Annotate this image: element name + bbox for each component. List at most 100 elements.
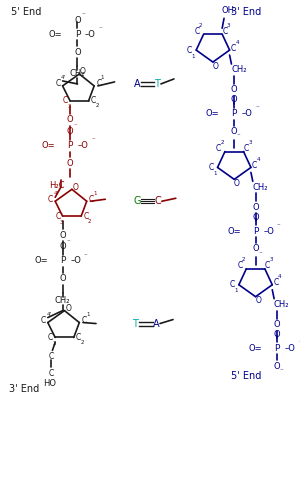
Text: C: C [187,46,192,55]
Text: O: O [67,159,73,168]
Text: OH: OH [221,6,234,15]
Text: ⁻: ⁻ [256,106,259,112]
Text: C: C [244,144,249,153]
Text: 1: 1 [86,312,89,317]
Text: C: C [273,278,279,287]
Text: P: P [60,256,65,265]
Text: 2: 2 [95,103,99,108]
Text: 1: 1 [234,288,238,293]
Text: CH₂: CH₂ [231,65,247,75]
Text: 2: 2 [220,140,224,145]
Text: O=: O= [206,109,219,118]
Text: ⁻: ⁻ [258,251,262,257]
Text: ⁻: ⁻ [277,223,281,229]
Text: O: O [231,85,238,94]
Text: O: O [274,362,280,371]
Text: 4': 4' [61,75,66,80]
Text: C: C [81,316,87,325]
Text: C: C [48,333,53,342]
Text: C: C [222,27,228,36]
Text: C: C [56,79,61,89]
Text: 4: 4 [235,39,239,45]
Text: ⁻: ⁻ [92,138,95,144]
Text: T: T [132,318,138,329]
Text: O: O [255,296,261,305]
Text: ⁻: ⁻ [298,340,300,346]
Text: 4': 4' [46,312,51,317]
Text: O: O [67,115,73,124]
Text: O=: O= [227,226,241,236]
Text: 3: 3 [52,341,56,346]
Text: O=: O= [49,30,63,38]
Text: 3' End: 3' End [9,384,39,394]
Text: CH₂: CH₂ [253,183,268,192]
Text: 2: 2 [242,258,245,262]
Text: 4: 4 [256,157,260,162]
Text: 2: 2 [88,219,91,224]
Text: C: C [237,262,242,270]
Text: H₂C: H₂C [49,181,64,190]
Text: O=: O= [248,344,262,353]
Text: P: P [253,226,258,236]
Text: O: O [234,179,240,188]
Text: C: C [155,196,161,206]
Text: CH₂: CH₂ [55,296,70,305]
Text: C: C [49,352,54,361]
Text: 4: 4 [278,274,281,280]
Text: C: C [231,44,236,53]
Text: 2: 2 [199,23,203,28]
Text: C: C [194,27,200,36]
Text: CH₂: CH₂ [70,70,85,78]
Text: –O: –O [263,226,274,236]
Text: C: C [56,212,61,221]
Text: A: A [153,318,160,329]
Text: P: P [75,30,80,38]
Text: O: O [67,127,73,136]
Text: –O: –O [242,109,253,118]
Text: C: C [91,96,96,105]
Text: O: O [59,230,66,240]
Text: O: O [252,213,259,222]
Text: –O: –O [85,30,96,38]
Text: 1: 1 [93,191,97,196]
Text: G: G [133,196,141,206]
Text: C: C [265,262,270,270]
Text: A: A [134,79,140,89]
Text: O: O [73,183,79,192]
Text: –O: –O [284,344,295,353]
Text: P: P [274,344,280,353]
Text: 2: 2 [80,340,84,345]
Text: P: P [67,141,73,150]
Text: O: O [252,244,259,253]
Text: 1: 1 [213,171,217,176]
Text: C: C [40,316,46,325]
Text: O: O [65,304,71,313]
Text: 3' End: 3' End [231,7,262,18]
Text: C: C [208,163,214,172]
Text: O: O [252,203,259,212]
Text: C: C [230,280,235,289]
Text: 3: 3 [60,220,63,225]
Text: O: O [274,330,280,339]
Text: 5' End: 5' End [231,371,262,381]
Text: O: O [213,61,219,71]
Text: 1: 1 [101,75,104,80]
Text: CH₂: CH₂ [274,300,289,309]
Text: ⁻: ⁻ [74,124,77,130]
Text: C: C [89,195,94,204]
Text: ⁻: ⁻ [66,239,70,245]
Text: O=: O= [34,256,48,265]
Text: ⁻: ⁻ [84,253,88,259]
Text: O: O [231,127,238,136]
Text: HO: HO [43,379,56,388]
Text: O: O [80,68,86,76]
Text: C: C [216,144,221,153]
Text: P: P [232,109,237,118]
Text: C: C [63,96,68,105]
Text: 3: 3 [68,104,71,109]
Text: ⁻: ⁻ [237,133,241,140]
Text: 3: 3 [248,140,252,145]
Text: ⁻: ⁻ [99,26,103,32]
Text: C: C [252,161,257,170]
Text: T: T [154,79,160,89]
